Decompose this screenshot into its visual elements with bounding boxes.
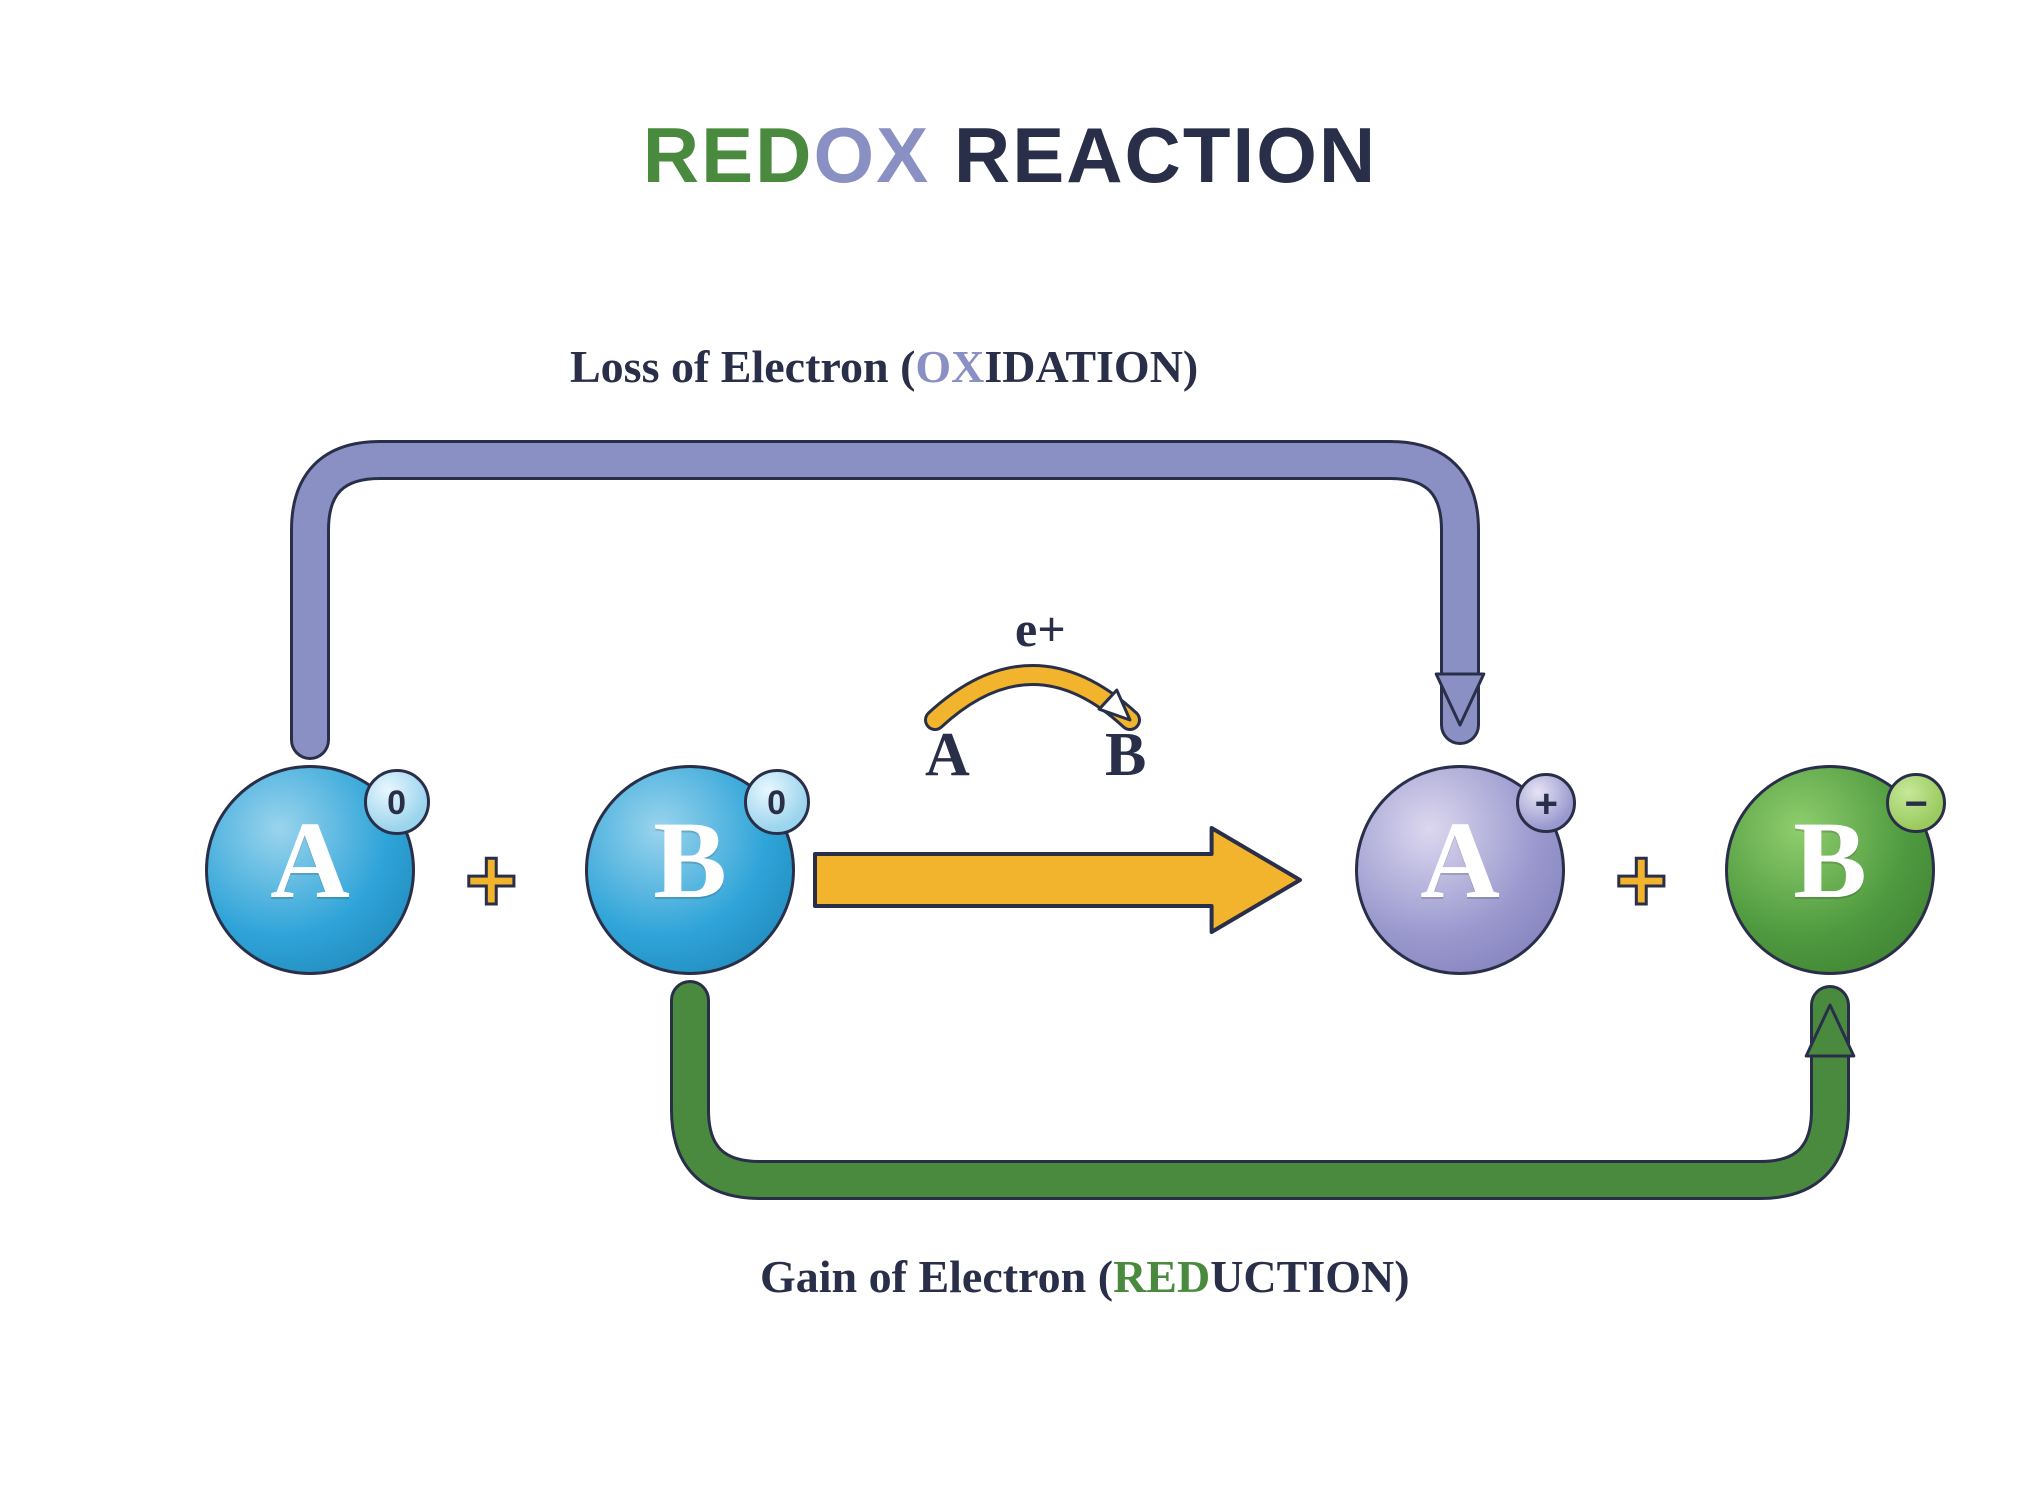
caption-oxidation: Loss of Electron (OXIDATION): [570, 340, 1198, 393]
plus-right: +: [1615, 830, 1668, 933]
center-e-label: e+: [1015, 600, 1066, 658]
badge-B0: 0: [744, 769, 810, 835]
caption-oxidation-highlight: OX: [915, 341, 984, 392]
plus-left: +: [465, 830, 518, 933]
caption-reduction-suffix: UCTION): [1210, 1251, 1409, 1302]
caption-oxidation-prefix: Loss of Electron (: [570, 341, 915, 392]
title-red: RED: [643, 111, 814, 199]
diagram-title: REDOX REACTION: [0, 110, 2020, 201]
diagram-canvas: REDOX REACTION Loss of Electron (OXIDATI…: [0, 0, 2020, 1485]
badge-Aplus: +: [1516, 773, 1576, 833]
center-B-small: B: [1105, 720, 1146, 791]
caption-reduction: Gain of Electron (REDUCTION): [760, 1250, 1410, 1303]
badge-Bminus-glyph: −: [1889, 776, 1943, 832]
center-A-small: A: [925, 720, 970, 791]
caption-oxidation-suffix: IDATION): [984, 341, 1198, 392]
badge-A0-glyph: 0: [367, 772, 427, 834]
caption-reduction-prefix: Gain of Electron (: [760, 1251, 1113, 1302]
badge-B0-glyph: 0: [747, 772, 807, 834]
badge-Bminus: −: [1886, 773, 1946, 833]
title-ox: OX: [813, 111, 930, 199]
badge-A0: 0: [364, 769, 430, 835]
badge-Aplus-glyph: +: [1519, 776, 1573, 832]
title-rest: REACTION: [930, 111, 1377, 199]
caption-reduction-highlight: RED: [1113, 1251, 1210, 1302]
